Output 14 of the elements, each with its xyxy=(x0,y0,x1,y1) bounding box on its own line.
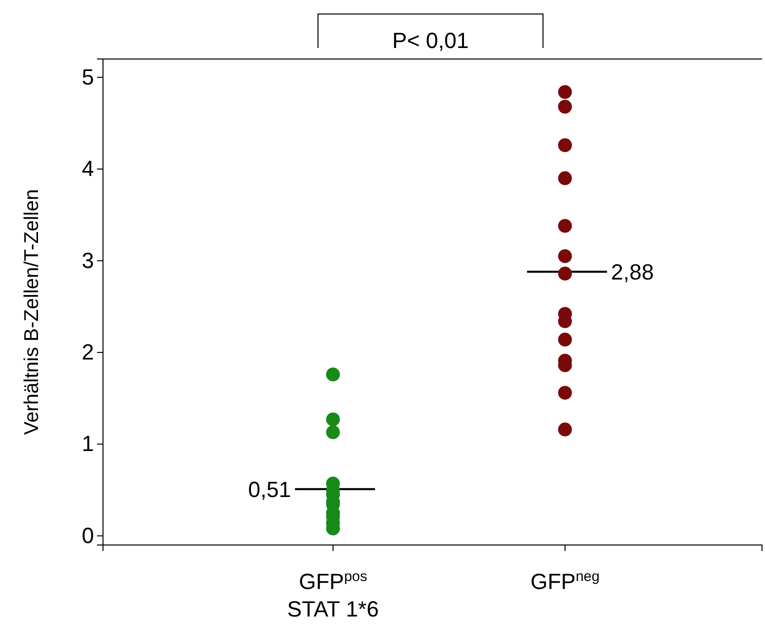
y-tick-label: 1 xyxy=(82,431,94,456)
x-tick-label: GFP$^{neg}$ xyxy=(530,569,600,594)
y-tick-label: 2 xyxy=(82,339,94,364)
annotation: 2,88 xyxy=(611,260,654,285)
annotation: 0,51 xyxy=(248,477,291,502)
text: P< 0,01 xyxy=(392,28,469,53)
annotation-rule: 0,51 xyxy=(248,477,375,502)
annotation-rule: 2,88 xyxy=(527,260,654,285)
y-tick-label: 5 xyxy=(82,64,94,90)
x-tick-label: GFP$^{pos}$ STAT 1*6 xyxy=(287,569,379,622)
y-tick-label: 0 xyxy=(82,522,94,548)
y-tick-label: 4 xyxy=(82,156,94,182)
y-axis-title: Verhältnis B-Zellen/T-Zellen xyxy=(21,189,43,435)
y-tick-label: 3 xyxy=(82,248,94,273)
